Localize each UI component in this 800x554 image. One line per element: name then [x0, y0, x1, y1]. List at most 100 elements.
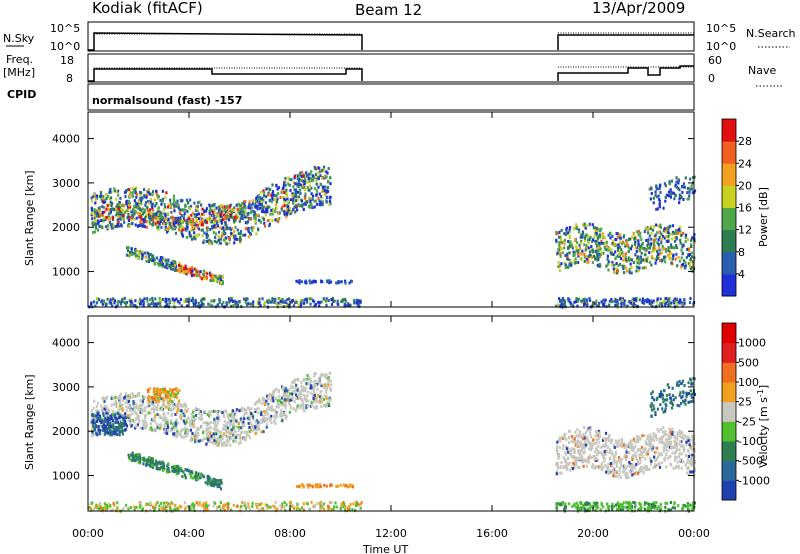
echo-cell	[575, 261, 578, 265]
nsearch-tick-bottom: 10^0	[706, 40, 736, 53]
echo-cell	[654, 261, 657, 265]
echo-cell	[282, 400, 285, 404]
echo-cell	[583, 222, 586, 226]
echo-cell	[164, 507, 167, 511]
echo-cell	[122, 507, 125, 511]
echo-cell	[326, 186, 329, 190]
echo-cell	[293, 188, 296, 192]
echo-cell	[643, 230, 646, 234]
echo-cell	[690, 187, 693, 191]
echo-cell	[671, 224, 675, 228]
echo-cell	[274, 218, 277, 222]
echo-cell	[270, 300, 273, 304]
echo-cell	[140, 199, 143, 203]
echo-cell	[310, 281, 313, 285]
echo-cell	[120, 407, 123, 411]
echo-cell	[339, 483, 342, 487]
echo-cell	[143, 210, 146, 214]
echo-cell	[284, 400, 287, 404]
echo-cell	[237, 422, 240, 426]
echo-cell	[136, 406, 139, 410]
echo-cell	[194, 298, 197, 302]
echo-cell	[266, 207, 269, 211]
echo-cell	[647, 227, 650, 231]
echo-cell	[103, 502, 106, 506]
echo-cell	[232, 236, 235, 240]
echo-cell	[136, 416, 140, 420]
echo-cell	[96, 419, 99, 423]
echo-cell	[270, 200, 273, 204]
echo-cell	[189, 421, 192, 425]
echo-cell	[283, 200, 286, 204]
echo-cell	[323, 189, 326, 193]
echo-cell	[100, 421, 103, 425]
echo-cell	[239, 232, 242, 236]
echo-cell	[220, 234, 223, 238]
echo-cell	[274, 408, 277, 412]
echo-cell	[167, 462, 170, 466]
echo-cell	[245, 411, 248, 415]
echo-cell	[315, 404, 318, 408]
echo-cell	[262, 218, 265, 222]
echo-cell	[232, 425, 235, 429]
echo-cell	[677, 227, 681, 231]
echo-cell	[237, 425, 240, 429]
echo-cell	[642, 301, 646, 305]
echo-cell	[200, 413, 203, 417]
echo-cell	[253, 408, 257, 412]
echo-cell	[664, 199, 667, 203]
echo-cell	[175, 435, 178, 439]
echo-cell	[100, 196, 103, 200]
echo-cell	[130, 210, 133, 214]
echo-cell	[136, 415, 140, 419]
echo-cell	[95, 296, 99, 300]
echo-cell	[640, 238, 643, 242]
echo-cell	[131, 213, 134, 217]
echo-cell	[218, 300, 221, 304]
echo-cell	[169, 201, 172, 205]
echo-cell	[151, 464, 154, 468]
echo-cell	[222, 232, 225, 236]
echo-cell	[111, 218, 115, 222]
echo-cell	[654, 193, 657, 197]
echo-cell	[197, 233, 200, 237]
echo-cell	[144, 215, 147, 219]
echo-cell	[290, 398, 293, 402]
echo-cell	[157, 393, 160, 397]
echo-cell	[205, 429, 208, 433]
echo-cell	[594, 231, 597, 235]
echo-cell	[191, 476, 194, 480]
echo-cell	[198, 501, 201, 505]
echo-cell	[181, 225, 184, 229]
echo-cell	[158, 263, 161, 267]
echo-cell	[667, 303, 670, 307]
echo-cell	[132, 189, 136, 193]
echo-cell	[638, 261, 641, 265]
echo-cell	[160, 215, 163, 219]
echo-cell	[152, 259, 155, 263]
colorbar-tick-label: 24	[738, 157, 752, 170]
echo-cell	[199, 418, 202, 422]
echo-cell	[219, 278, 223, 282]
echo-cell	[144, 200, 148, 204]
echo-cell	[156, 210, 159, 214]
echo-cell	[191, 424, 194, 428]
echo-cell	[608, 303, 611, 307]
echo-cell	[618, 254, 621, 258]
echo-cell	[580, 233, 583, 237]
echo-cell	[163, 205, 167, 209]
echo-cell	[305, 501, 308, 505]
echo-cell	[687, 247, 691, 251]
echo-cell	[258, 400, 261, 404]
echo-cell	[175, 217, 178, 221]
echo-cell	[183, 508, 187, 512]
echo-cell	[149, 458, 153, 462]
echo-cell	[160, 397, 163, 401]
echo-cell	[309, 172, 312, 176]
echo-cell	[176, 391, 180, 395]
echo-cell	[129, 413, 132, 417]
echo-cell	[166, 425, 170, 429]
echo-cell	[189, 222, 192, 226]
echo-cell	[255, 232, 258, 236]
echo-cell	[91, 221, 95, 225]
